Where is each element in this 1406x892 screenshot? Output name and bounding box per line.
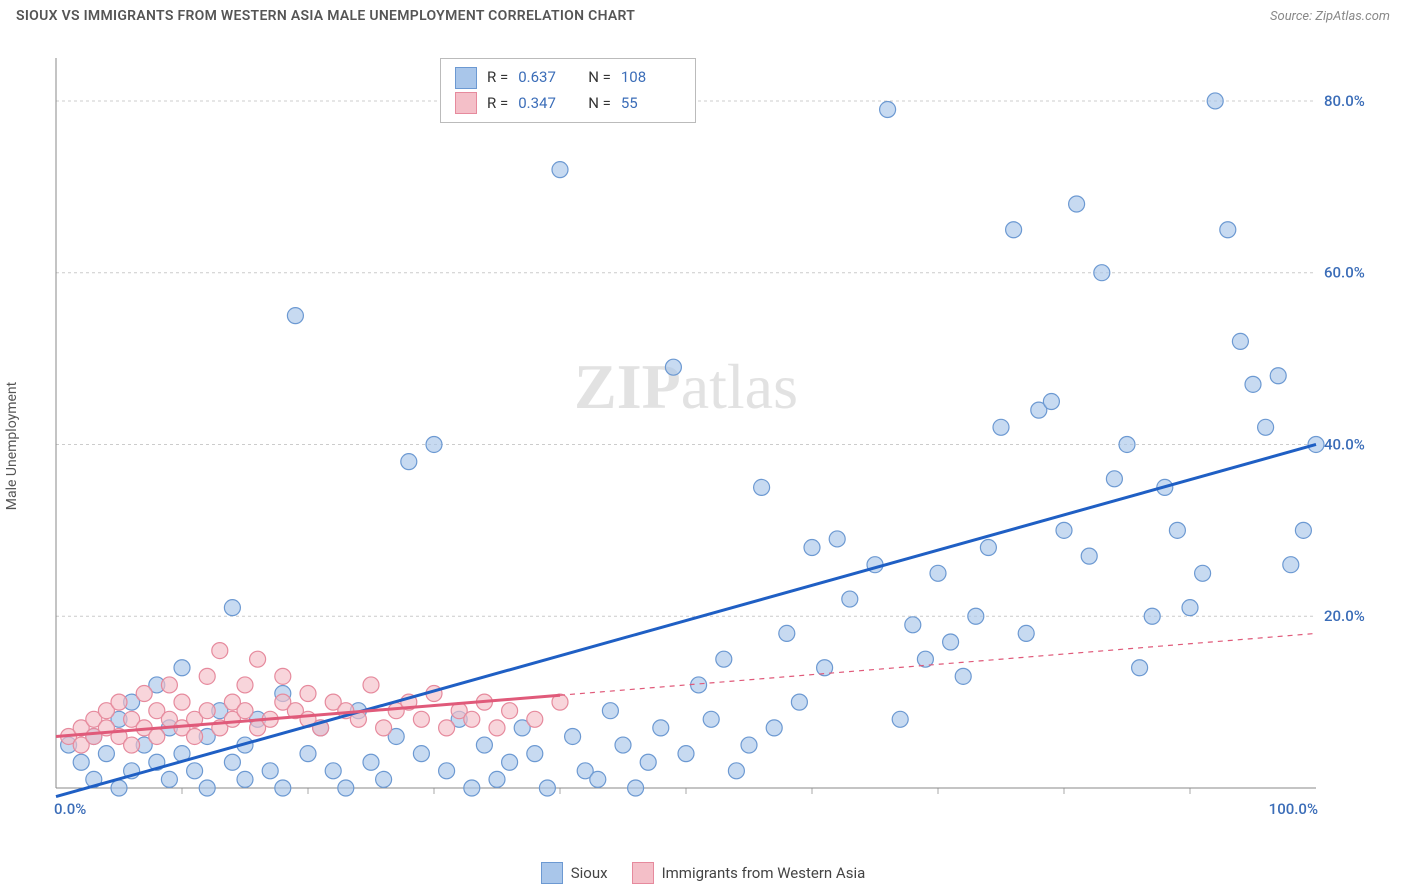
swatch-icon	[455, 92, 477, 114]
chart-container: 20.0% 40.0% 60.0% 80.0% 0.0% 100.0% ZIPatlas	[46, 48, 1386, 828]
svg-text:ZIPatlas: ZIPatlas	[574, 351, 798, 422]
stat-r-value: 0.637	[518, 65, 570, 91]
svg-text:100.0%: 100.0%	[1269, 800, 1318, 818]
stat-n-value: 55	[621, 91, 673, 117]
swatch-icon	[541, 862, 563, 884]
svg-text:80.0%: 80.0%	[1324, 92, 1365, 110]
y-axis-label: Male Unemployment	[4, 382, 20, 510]
swatch-icon	[455, 67, 477, 89]
scatter-chart: 20.0% 40.0% 60.0% 80.0% 0.0% 100.0% ZIPatlas	[46, 48, 1386, 828]
legend-item: Sioux	[541, 862, 608, 884]
svg-text:40.0%: 40.0%	[1324, 435, 1365, 453]
legend-item: Immigrants from Western Asia	[632, 862, 866, 884]
swatch-icon	[632, 862, 654, 884]
stat-label-n: N =	[588, 91, 611, 117]
svg-text:20.0%: 20.0%	[1324, 607, 1365, 625]
stat-label-r: R =	[487, 91, 508, 117]
stats-row: R = 0.347 N = 55	[455, 91, 681, 117]
stat-r-value: 0.347	[518, 91, 570, 117]
stats-row: R = 0.637 N = 108	[455, 65, 681, 91]
source-attribution: Source: ZipAtlas.com	[1270, 9, 1390, 24]
series-legend: Sioux Immigrants from Western Asia	[0, 862, 1406, 884]
stat-label-r: R =	[487, 65, 508, 91]
svg-text:60.0%: 60.0%	[1324, 264, 1365, 282]
stat-label-n: N =	[588, 65, 611, 91]
chart-title: SIOUX VS IMMIGRANTS FROM WESTERN ASIA MA…	[16, 8, 635, 24]
svg-text:0.0%: 0.0%	[54, 800, 86, 818]
legend-label: Sioux	[571, 864, 608, 882]
legend-label: Immigrants from Western Asia	[662, 864, 866, 882]
stat-n-value: 108	[621, 65, 673, 91]
correlation-stats-box: R = 0.637 N = 108 R = 0.347 N = 55	[440, 58, 696, 123]
